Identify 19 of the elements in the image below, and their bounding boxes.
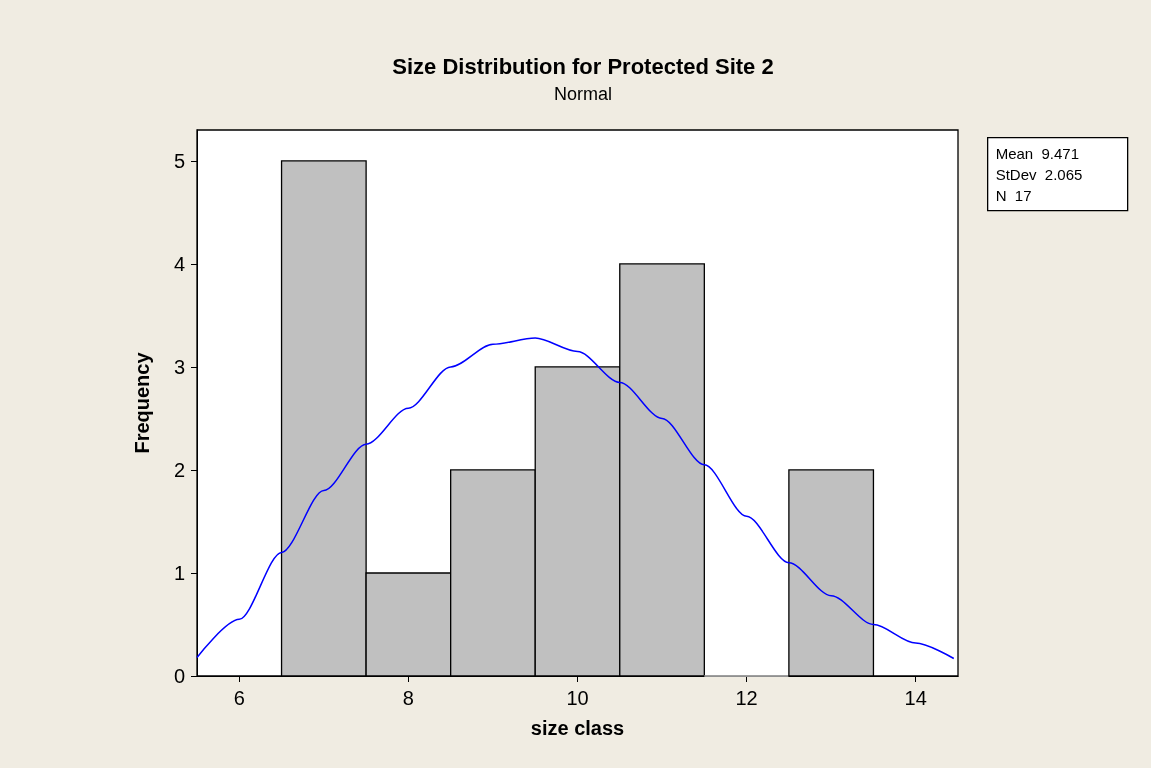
- y-tick-label: 1: [173, 561, 185, 584]
- chart-title: Size Distribution for Protected Site 2: [392, 53, 774, 79]
- text: StDev 2.065: [995, 165, 1083, 183]
- y-tick-label: 2: [173, 458, 185, 481]
- text: N 17: [995, 186, 1032, 204]
- y-axis-title: Frequency: [131, 351, 153, 454]
- y-tick-label: 5: [173, 149, 185, 172]
- x-tick-label: 10: [566, 687, 589, 709]
- line-series: [196, 337, 955, 660]
- text: Mean 9.471: [995, 144, 1080, 162]
- y-tick-label: 3: [173, 355, 185, 378]
- chart-subtitle: Normal: [553, 84, 613, 104]
- y-tick-label: 4: [173, 252, 185, 275]
- x-tick-label: 8: [402, 687, 414, 709]
- x-tick-label: 12: [735, 687, 758, 709]
- x-tick-label: 14: [904, 687, 927, 709]
- x-tick-label: 6: [233, 687, 245, 709]
- x-axis-title: size class: [530, 717, 625, 739]
- y-tick-label: 0: [173, 665, 185, 687]
